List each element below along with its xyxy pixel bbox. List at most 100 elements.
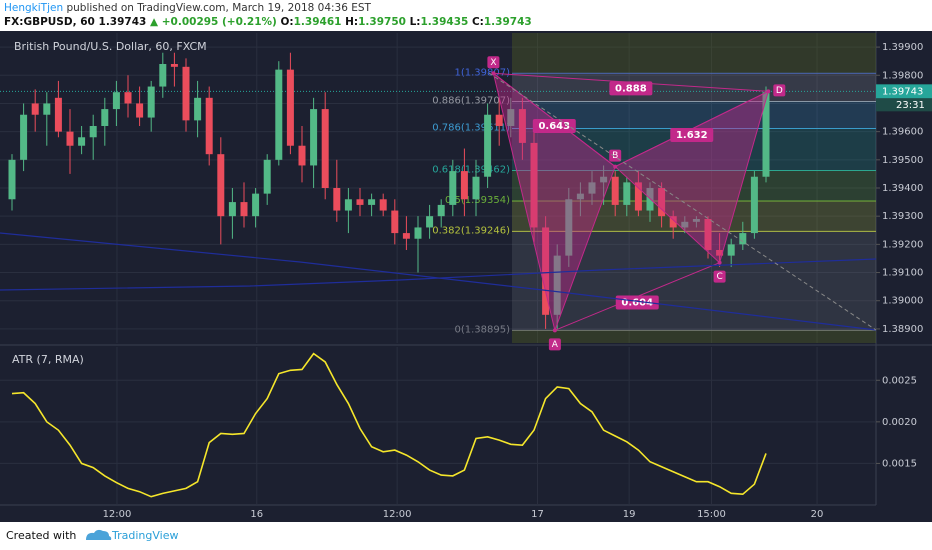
y-tick-label: 1.38900 — [882, 324, 923, 335]
candle-body — [252, 193, 260, 217]
candle-body — [716, 250, 724, 256]
candle-body — [43, 103, 51, 115]
pattern-point — [613, 164, 618, 169]
open: 1.39461 — [293, 16, 342, 28]
y-tick-label: 1.39100 — [882, 268, 923, 279]
last-price-label: 1.39743 — [882, 86, 923, 97]
candle-body — [54, 97, 62, 132]
candle-body — [194, 97, 202, 121]
candle-body — [286, 69, 294, 146]
candle-body — [205, 97, 213, 155]
y-tick-label: 0.0025 — [882, 375, 917, 386]
header-line-2: FX:GBPUSD, 60 1.39743 ▲ +0.00295 (+0.21%… — [4, 16, 532, 28]
price-pane-title: British Pound/U.S. Dollar, 60, FXCM — [14, 40, 207, 53]
candle-body — [310, 109, 318, 166]
candle-body — [426, 216, 434, 228]
candle-body — [78, 137, 86, 146]
candle-body — [31, 103, 39, 115]
arrow: ▲ — [150, 16, 159, 28]
pattern-point — [552, 328, 557, 333]
point-label: X — [490, 58, 496, 68]
candle-body — [658, 188, 666, 217]
candle-body — [762, 92, 770, 177]
candle-body — [449, 171, 457, 205]
point-label: D — [776, 86, 783, 96]
fib-label: 0.5(1.39354) — [445, 195, 510, 206]
price: 1.39743 — [98, 16, 147, 28]
candle-body — [240, 202, 248, 217]
candle-body — [402, 233, 410, 239]
candle-body — [507, 109, 515, 126]
fib-label: 0.382(1.39246) — [432, 225, 510, 236]
moving-average — [0, 232, 877, 331]
trend-line — [488, 72, 877, 331]
ratio-box — [609, 81, 653, 96]
candle-body — [368, 199, 376, 205]
point-box — [713, 270, 726, 283]
candle-body — [391, 210, 399, 234]
candle-body — [750, 176, 758, 234]
candle-body — [333, 188, 341, 211]
candle-body — [600, 176, 608, 183]
x-tick-label: 20 — [811, 509, 824, 520]
y-tick-label: 1.39400 — [882, 183, 923, 194]
footer-brand[interactable]: TradingView — [111, 529, 178, 542]
ratio-label: 0.643 — [538, 121, 570, 132]
x-tick-label: 17 — [531, 509, 544, 520]
fib-label: 0.618(1.39462) — [432, 165, 510, 176]
y-tick-label: 0.0015 — [882, 458, 917, 469]
fib-label: 1(1.39807) — [454, 67, 510, 78]
y-tick-label: 1.39800 — [882, 70, 923, 81]
candle-body — [565, 199, 573, 256]
fib-label: 0.786(1.39611) — [432, 123, 510, 134]
point-box — [487, 56, 500, 69]
candle-body — [472, 176, 480, 200]
candle-body — [356, 199, 364, 205]
candle-body — [136, 103, 144, 118]
candle-body — [8, 159, 16, 200]
candle-body — [263, 159, 271, 194]
point-label: C — [716, 272, 722, 282]
candle-body — [623, 182, 631, 205]
candle-body — [89, 126, 97, 138]
candle-body — [484, 114, 492, 177]
candle-body — [228, 202, 236, 217]
y-tick-label: 1.39000 — [882, 296, 923, 307]
candle-body — [704, 219, 712, 250]
x-tick-label: 19 — [623, 509, 636, 520]
y-tick-label: 1.39900 — [882, 42, 923, 53]
change: +0.00295 (+0.21%) — [161, 16, 277, 28]
y-tick-label: 0.0020 — [882, 417, 917, 428]
layers: 1.38900 1.39000 1.39100 1.39200 1.39300 1.394… — [0, 33, 932, 520]
close: 1.39743 — [483, 16, 532, 28]
candle-body — [379, 199, 387, 211]
point-box — [773, 84, 786, 97]
point-box — [548, 338, 561, 351]
header-line-1: HengkiTjen published on TradingView.com,… — [4, 2, 371, 14]
candle-body — [124, 92, 132, 104]
ratio-label: 1.632 — [676, 130, 708, 141]
fib-band-outer — [512, 33, 876, 74]
x-tick-label: 12:00 — [383, 509, 412, 520]
ratio-box — [670, 127, 714, 142]
pattern-point — [766, 89, 771, 94]
pattern-point — [717, 260, 722, 265]
author[interactable]: HengkiTjen — [4, 2, 64, 14]
candle-body — [634, 182, 642, 211]
x-tick-label: 12:00 — [103, 509, 132, 520]
candle-body — [542, 227, 550, 315]
fib-label: 0(1.38895) — [454, 324, 510, 335]
candle-body — [20, 114, 28, 160]
candle-body — [588, 182, 596, 194]
ratio-box — [615, 295, 659, 310]
symbol: FX:GBPUSD, 60 — [4, 16, 95, 28]
logo — [86, 529, 112, 540]
high: 1.39750 — [358, 16, 406, 28]
countdown: 23:31 — [896, 100, 925, 111]
countdown-tag — [876, 98, 932, 112]
candle-body — [147, 86, 155, 118]
candle-body — [112, 92, 120, 110]
candle-body — [217, 154, 225, 217]
moving-average — [0, 258, 877, 291]
